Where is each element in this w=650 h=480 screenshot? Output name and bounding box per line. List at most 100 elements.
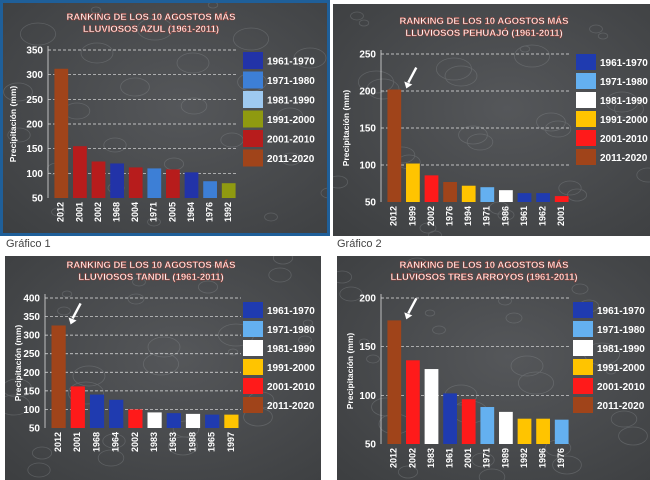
y-tick-label: 300	[26, 70, 43, 81]
bar-2002	[406, 360, 420, 444]
x-tick-label: 1996	[537, 448, 547, 468]
y-tick-label: 50	[365, 198, 377, 209]
legend-swatch	[243, 397, 263, 413]
legend-label: 1971-1980	[267, 325, 315, 336]
legend-swatch	[573, 340, 593, 356]
legend-swatch	[576, 111, 596, 127]
x-tick-label: 2001	[463, 448, 473, 468]
bar-1971	[480, 407, 495, 444]
legend-label: 1971-1980	[600, 77, 648, 88]
chart-subtitle: LLUVIOSOS AZUL (1961-2011)	[83, 24, 219, 35]
bar-2001	[554, 196, 569, 202]
highlight-arrowhead	[404, 81, 413, 89]
legend-swatch	[573, 302, 593, 318]
bar-2012	[51, 325, 66, 428]
y-tick-label: 150	[359, 124, 376, 135]
bar-2012	[54, 68, 69, 198]
x-tick-label: 2012	[389, 206, 399, 226]
x-tick-label: 1961	[519, 206, 529, 226]
x-tick-label: 2002	[407, 448, 417, 468]
legend-label: 1991-2000	[597, 363, 645, 374]
x-tick-label: 1988	[187, 432, 197, 452]
legend-label: 1971-1980	[267, 76, 315, 87]
y-tick-label: 50	[32, 194, 44, 205]
bar-1996	[536, 418, 550, 444]
bar-1961	[517, 193, 532, 202]
legend-swatch	[243, 378, 263, 394]
bar-2002	[128, 409, 143, 428]
y-axis-label: Precipitación (mm)	[345, 333, 355, 410]
legend-label: 1991-2000	[267, 115, 315, 126]
legend-swatch	[243, 302, 263, 318]
legend-swatch	[576, 130, 596, 146]
x-tick-label: 1965	[207, 432, 217, 452]
bar-1988	[185, 413, 201, 428]
y-tick-label: 200	[359, 87, 376, 98]
legend-label: 2001-2010	[267, 382, 315, 393]
legend-swatch	[573, 397, 593, 413]
x-tick-label: 1971	[482, 206, 492, 226]
chart-title: RANKING DE LOS 10 AGOSTOS MÁS	[400, 16, 569, 27]
bar-1976	[203, 181, 217, 198]
legend-swatch	[243, 91, 263, 108]
legend-label: 1961-1970	[600, 58, 648, 69]
x-tick-label: 1976	[556, 448, 566, 468]
chart-title: RANKING DE LOS 10 AGOSTOS MÁS	[67, 12, 236, 23]
bar-1983	[424, 369, 439, 444]
chart-subtitle: LLUVIOSOS TANDIL (1961-2011)	[78, 272, 223, 283]
chart-title: RANKING DE LOS 10 AGOSTOS MÁS	[400, 260, 569, 271]
legend-label: 1981-1990	[267, 96, 315, 107]
bar-1976	[443, 182, 457, 202]
legend-swatch	[576, 54, 596, 70]
bar-1964	[109, 399, 124, 428]
x-tick-label: 1962	[537, 206, 547, 226]
legend-label: 2011-2020	[267, 154, 315, 165]
y-tick-label: 100	[23, 405, 40, 416]
legend-label: 2011-2020	[597, 401, 645, 412]
bar-2004	[128, 167, 143, 198]
legend-label: 1971-1980	[597, 325, 645, 336]
legend-label: 1981-1990	[267, 344, 315, 355]
y-axis-label: Precipitación (mm)	[8, 86, 18, 163]
legend-swatch	[573, 359, 593, 375]
bar-2001	[70, 386, 85, 428]
highlight-arrow	[71, 302, 82, 320]
y-tick-label: 50	[365, 440, 377, 451]
highlight-arrowhead	[404, 312, 413, 320]
x-tick-label: 1989	[500, 448, 510, 468]
bar-1962	[536, 193, 550, 202]
chart-panel-tandil: RANKING DE LOS 10 AGOSTOS MÁS LLUVIOSOS T…	[5, 256, 321, 480]
bar-2002	[424, 175, 439, 202]
x-tick-label: 1964	[186, 202, 196, 222]
y-tick-label: 200	[26, 120, 43, 131]
x-tick-label: 1983	[149, 432, 159, 452]
y-tick-label: 250	[359, 50, 376, 61]
bar-2001	[73, 146, 87, 198]
x-tick-label: 2001	[74, 202, 84, 222]
x-tick-label: 2002	[130, 432, 140, 452]
legend-swatch	[243, 340, 263, 356]
legend-label: 2001-2010	[267, 135, 315, 146]
y-tick-label: 350	[23, 312, 40, 323]
x-tick-label: 2005	[167, 202, 177, 222]
y-tick-label: 150	[23, 386, 40, 397]
x-tick-label: 2012	[53, 432, 63, 452]
legend-label: 1981-1990	[597, 344, 645, 355]
x-tick-label: 1986	[500, 206, 510, 226]
bar-1965	[205, 414, 220, 428]
x-tick-label: 2001	[556, 206, 566, 226]
highlight-arrow	[407, 66, 418, 84]
x-tick-label: 1992	[223, 202, 233, 222]
chart-frame	[0, 0, 330, 236]
bar-2001	[461, 399, 476, 444]
rain-texture	[333, 11, 650, 236]
legend-swatch	[573, 378, 593, 394]
legend-label: 1961-1970	[267, 57, 315, 68]
y-tick-label: 100	[359, 391, 376, 402]
y-tick-label: 200	[359, 294, 376, 305]
bar-1971	[480, 187, 495, 202]
y-tick-label: 350	[26, 46, 43, 57]
x-tick-label: 2001	[72, 432, 82, 452]
